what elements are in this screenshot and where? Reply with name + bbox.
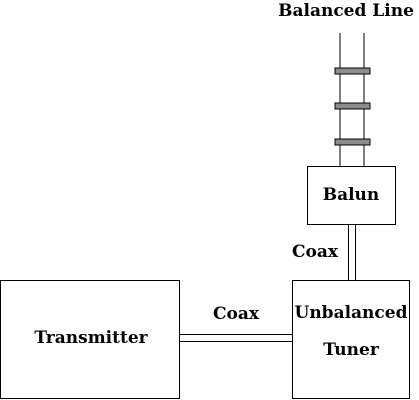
tuner-label-line2: Tuner [323,340,380,360]
vertical-coax-label: Coax [292,242,339,262]
transmitter-label: Transmitter [34,328,148,348]
line-spacer-3 [334,138,371,146]
horizontal-coax-label: Coax [213,304,260,324]
balun-box [307,166,396,225]
balanced-line-label: Balanced Line [278,1,414,21]
transmitter-box [0,280,180,399]
line-spacer-2 [334,102,371,110]
balun-label: Balun [323,185,380,205]
tuner-box [292,280,410,399]
tuner-label-line1: Unbalanced [295,303,408,323]
line-spacer-1 [334,67,371,75]
